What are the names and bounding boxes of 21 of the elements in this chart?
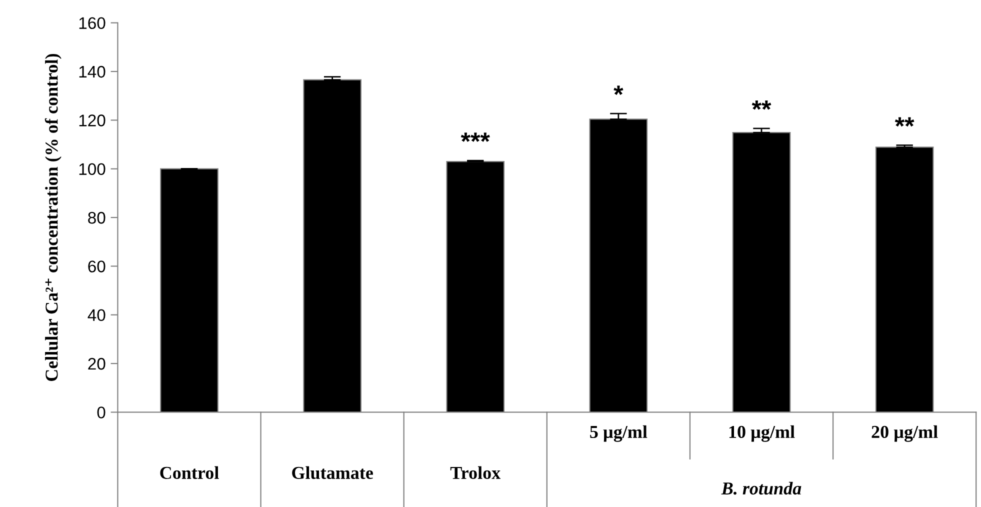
y-tick-label: 60 (88, 260, 106, 272)
x-tick-label: Glutamate (292, 466, 373, 480)
x-tick-label: Control (160, 466, 219, 480)
y-tick-label: 0 (97, 406, 106, 418)
x-tick-label: 5 µg/ml (590, 425, 648, 442)
annotation: ** (752, 100, 772, 110)
y-tick-label: 100 (79, 163, 106, 176)
y-tick-label: 80 (88, 212, 106, 224)
annotation: ** (894, 117, 914, 127)
y-tick-label: 160 (79, 17, 106, 30)
x-tick-label: 20 µg/ml (872, 425, 938, 442)
x-tick-label: 10 µg/ml (729, 425, 795, 442)
y-axis-title: Cellular Ca²⁺ concentration (% of control) (44, 54, 62, 381)
annotation: *** (460, 132, 490, 142)
y-tick-label: 120 (79, 114, 106, 126)
y-tick-label: 40 (88, 309, 106, 322)
y-tick-label: 20 (88, 358, 106, 370)
x-tick-label: Trolox (450, 466, 501, 480)
annotation: * (614, 86, 624, 95)
y-tick-label: 140 (79, 66, 106, 78)
text: B. rotunda (721, 482, 802, 495)
